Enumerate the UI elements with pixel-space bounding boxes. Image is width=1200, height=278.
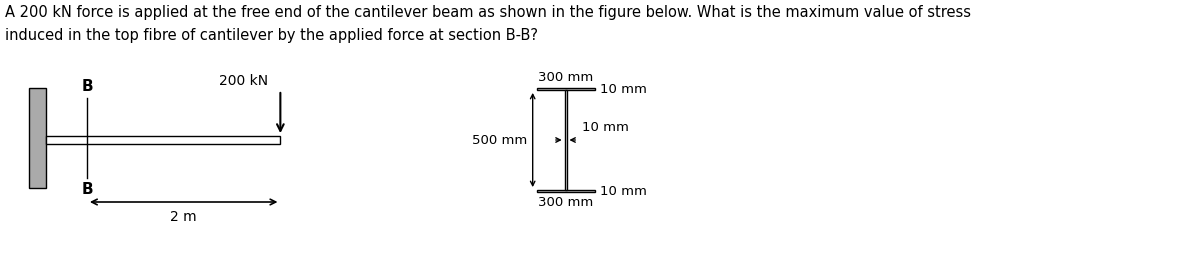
Bar — [47, 136, 281, 144]
Text: 10 mm: 10 mm — [600, 185, 647, 197]
Text: B: B — [82, 182, 92, 197]
Text: 300 mm: 300 mm — [538, 71, 593, 84]
Text: B: B — [82, 79, 92, 94]
Text: 10 mm: 10 mm — [600, 83, 647, 96]
Text: 500 mm: 500 mm — [472, 133, 527, 147]
Bar — [29, 88, 47, 188]
Text: A 200 kN force is applied at the free end of the cantilever beam as shown in the: A 200 kN force is applied at the free en… — [5, 5, 971, 20]
Text: 200 kN: 200 kN — [220, 74, 268, 88]
Bar — [564, 90, 566, 190]
Text: 10 mm: 10 mm — [582, 121, 629, 134]
Text: induced in the top fibre of cantilever by the applied force at section B-B?: induced in the top fibre of cantilever b… — [5, 28, 538, 43]
Bar — [536, 88, 594, 90]
Bar — [536, 190, 594, 192]
Text: 2 m: 2 m — [170, 210, 197, 224]
Text: 300 mm: 300 mm — [538, 196, 593, 209]
